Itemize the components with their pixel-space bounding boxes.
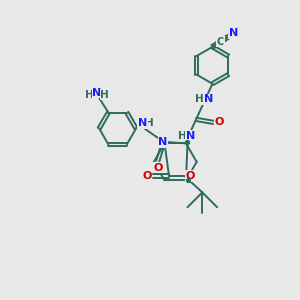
Text: O: O <box>153 163 162 173</box>
Text: N: N <box>92 88 102 98</box>
Text: H: H <box>178 131 187 141</box>
Text: N: N <box>229 28 238 38</box>
Text: N: N <box>186 131 195 141</box>
Text: N: N <box>138 118 147 128</box>
Text: C: C <box>217 37 224 47</box>
Text: H: H <box>195 94 204 104</box>
Text: H: H <box>100 90 109 100</box>
Text: H: H <box>145 118 154 128</box>
Text: H: H <box>85 90 93 100</box>
Text: N: N <box>204 94 214 104</box>
Text: N: N <box>158 137 168 147</box>
Text: O: O <box>186 171 195 181</box>
Text: O: O <box>214 117 224 128</box>
Text: O: O <box>142 171 152 181</box>
